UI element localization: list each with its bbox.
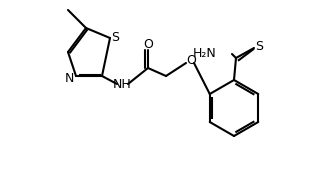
- Text: NH: NH: [113, 78, 131, 90]
- Text: N: N: [64, 72, 74, 84]
- Text: S: S: [255, 40, 263, 52]
- Text: S: S: [111, 30, 119, 44]
- Text: O: O: [186, 53, 196, 67]
- Text: O: O: [143, 37, 153, 51]
- Text: H₂N: H₂N: [193, 46, 217, 60]
